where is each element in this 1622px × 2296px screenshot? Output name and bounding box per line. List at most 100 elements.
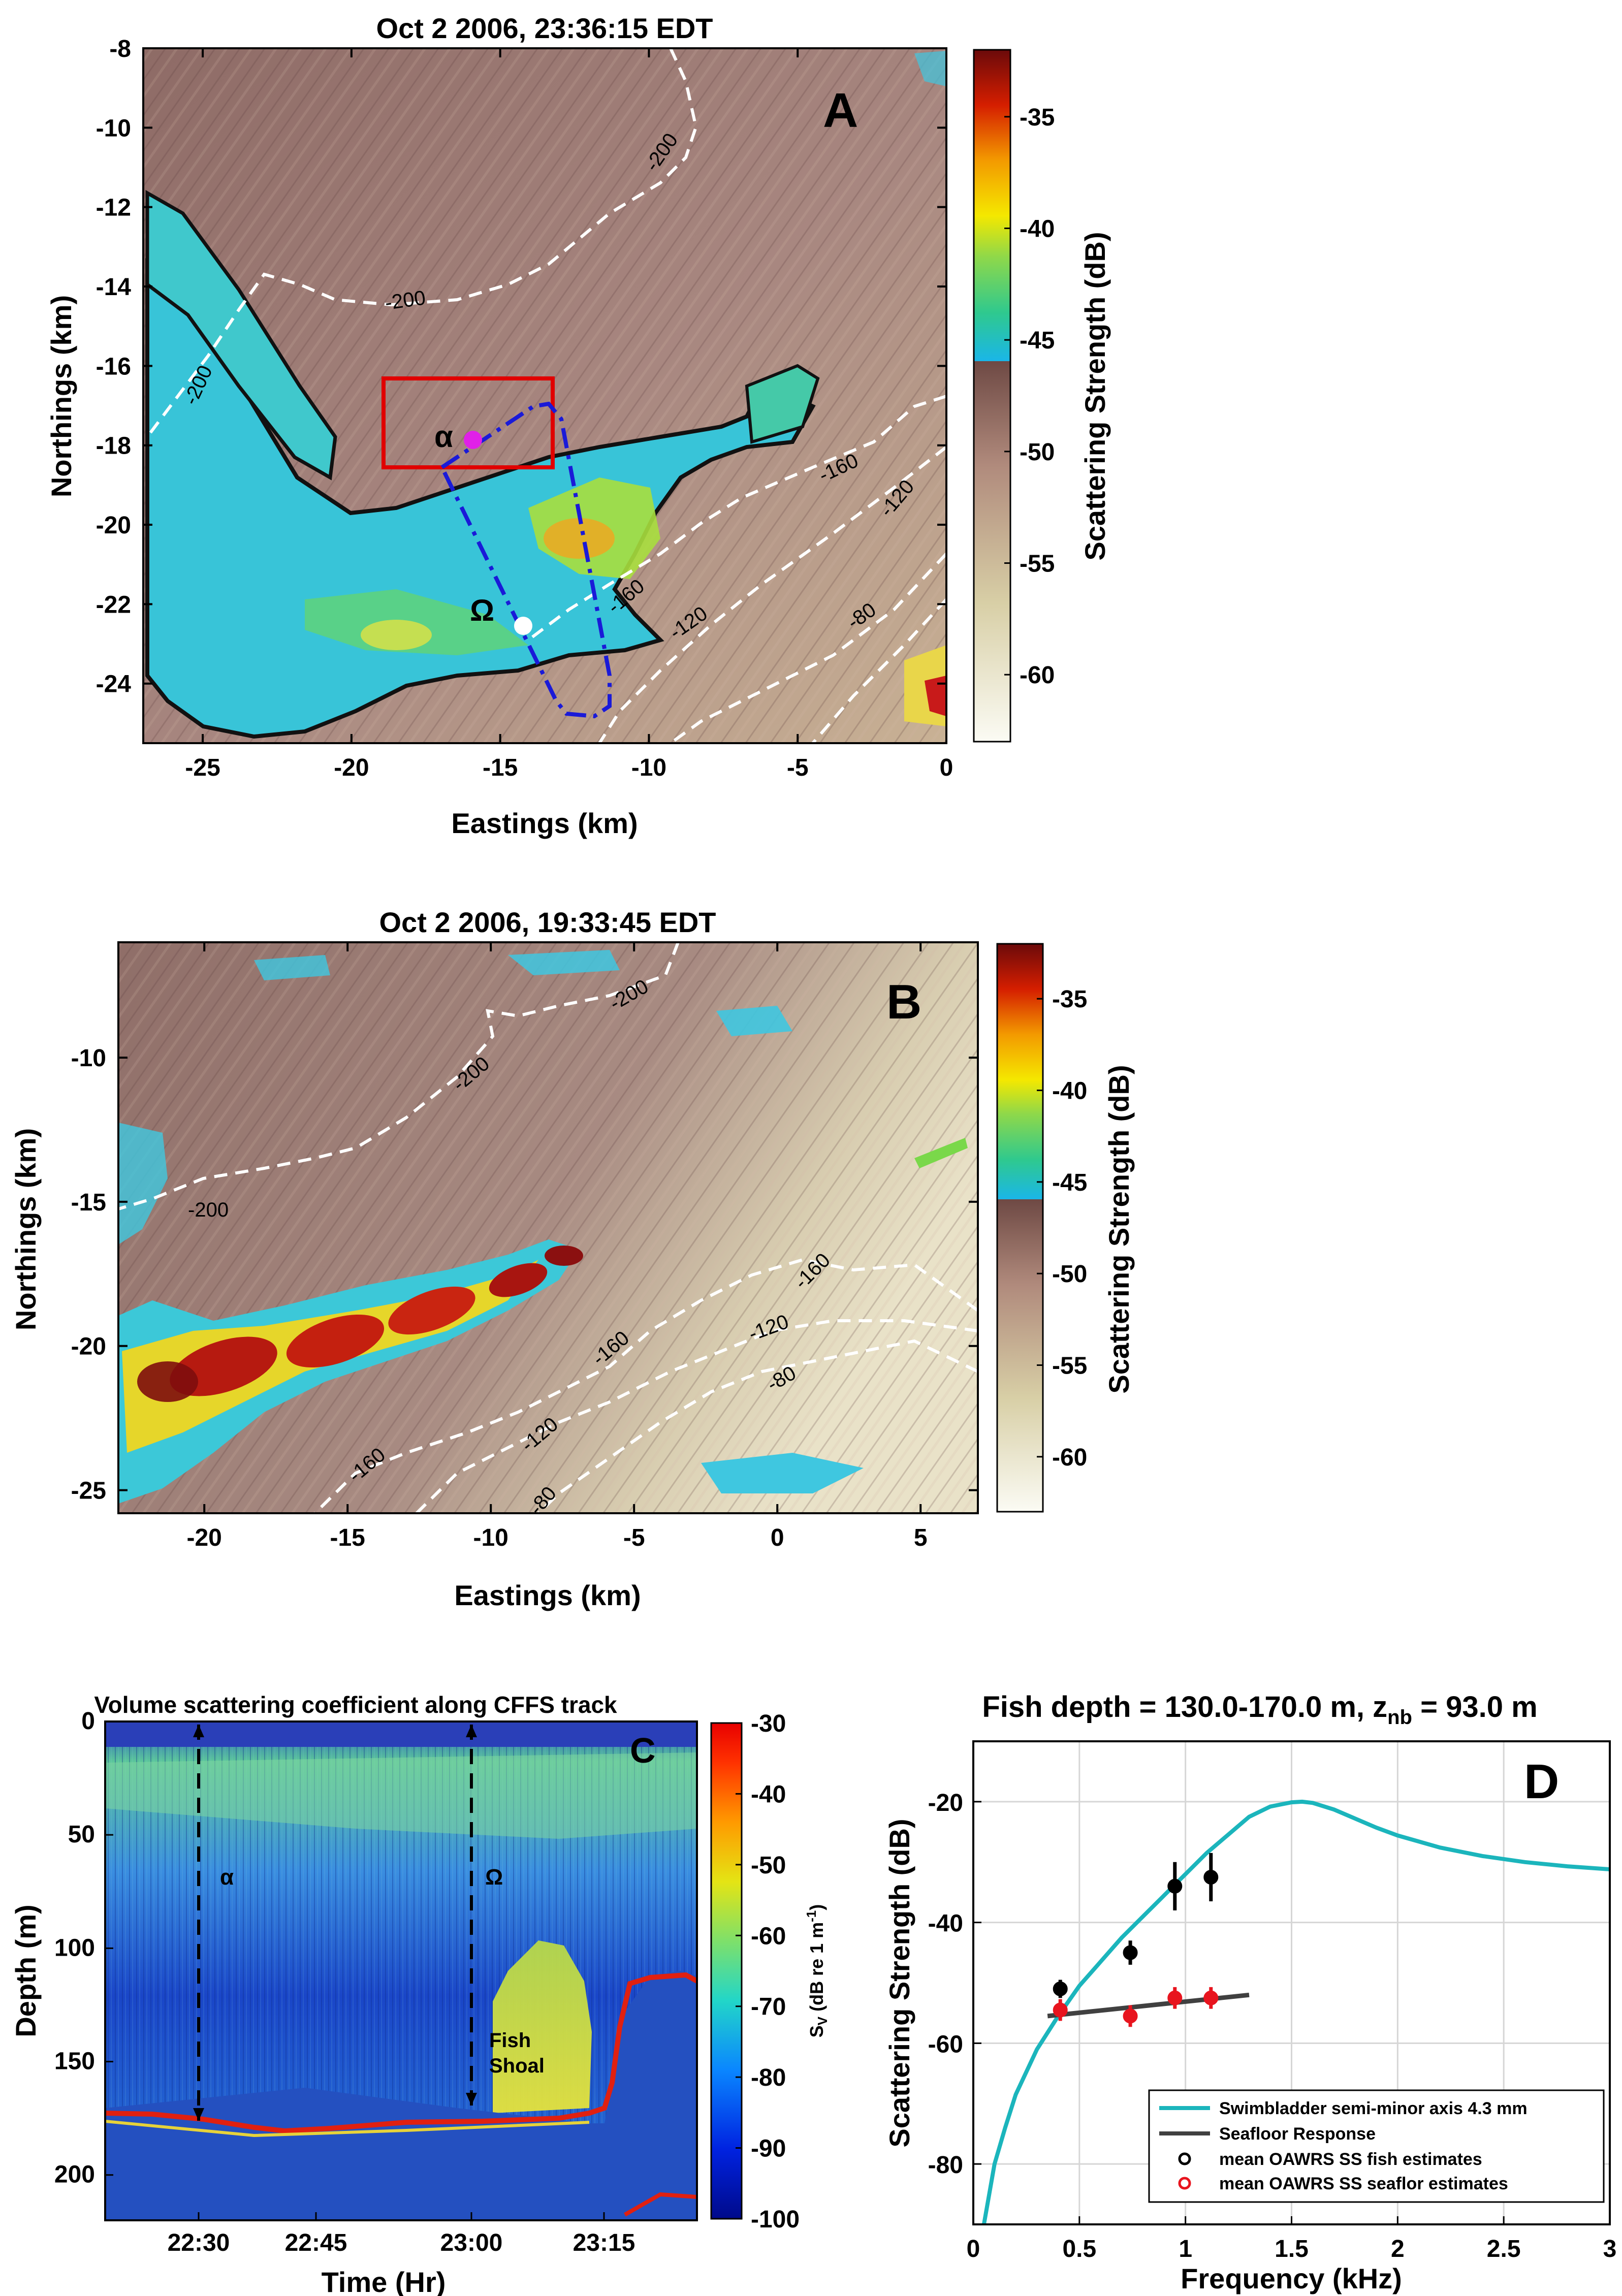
x-tick-label: 23:15 bbox=[573, 2229, 635, 2256]
panel-d-ylabel: Scattering Strength (dB) bbox=[883, 1819, 915, 2147]
data-point bbox=[1167, 1878, 1183, 1894]
panel-c-colorbar-ticks: -100 -90 -80 -70 -60 -50 -40 -30 bbox=[736, 1710, 800, 2233]
x-tick-label: 2.5 bbox=[1487, 2236, 1521, 2262]
shoal-blob bbox=[388, 1286, 475, 1335]
panel-a-colorbar-ticks: -35 -40 -45 -50 -55 -60 bbox=[1004, 104, 1055, 689]
x-tick-label: -10 bbox=[473, 1524, 508, 1551]
y-tick-label: 200 bbox=[54, 2161, 95, 2188]
x-tick-label: -15 bbox=[483, 754, 518, 781]
colorbar-tick-label: -55 bbox=[1020, 551, 1055, 578]
x-tick-label: 2 bbox=[1391, 2236, 1405, 2262]
x-tick-label: 0 bbox=[940, 754, 953, 781]
colorbar-tick-label: -45 bbox=[1020, 327, 1055, 354]
data-point bbox=[1203, 1869, 1219, 1885]
x-tick-label: -25 bbox=[185, 754, 220, 781]
panel-a-map: -200 -200 -200 -160 -120 -120 -80 -160 α… bbox=[143, 48, 946, 743]
x-tick-label: 0.5 bbox=[1062, 2236, 1096, 2262]
colorbar-tick-label: -50 bbox=[1052, 1261, 1087, 1288]
colorbar-tick-label: -60 bbox=[1020, 662, 1055, 689]
y-tick-label: -40 bbox=[928, 1910, 963, 1937]
y-tick-label: -14 bbox=[96, 274, 132, 301]
colorbar-tick-label: -45 bbox=[1052, 1169, 1087, 1196]
panel-c-colorbar-label: SV (dB re 1 m-1) bbox=[804, 1904, 830, 2038]
colorbar-tick-label: -35 bbox=[1020, 104, 1055, 131]
data-point bbox=[1123, 2008, 1138, 2024]
panel-a-colorbar-label: Scattering Strength (dB) bbox=[1079, 232, 1111, 560]
panel-a: Oct 2 2006, 23:36:15 EDT -200 -200 -200 bbox=[45, 12, 1111, 839]
shoal-blob bbox=[286, 1314, 385, 1368]
y-tick-label: -10 bbox=[96, 115, 131, 142]
y-tick-label: 150 bbox=[54, 2048, 95, 2075]
omega-label: Ω bbox=[485, 1865, 503, 1890]
legend-entry: Swimbladder semi-minor axis 4.3 mm bbox=[1219, 2099, 1528, 2118]
alpha-box bbox=[381, 376, 555, 469]
panel-c-letter: C bbox=[630, 1731, 656, 1770]
y-tick-label: 0 bbox=[81, 1708, 95, 1735]
contour-line bbox=[146, 48, 698, 438]
x-tick-label: 0 bbox=[967, 2236, 980, 2262]
legend-entry: Seafloor Response bbox=[1219, 2124, 1376, 2144]
y-tick-label: -16 bbox=[96, 353, 131, 380]
y-tick-label: -24 bbox=[96, 671, 132, 698]
panel-d-legend: Swimbladder semi-minor axis 4.3 mm Seafl… bbox=[1148, 2089, 1605, 2203]
panel-b-colorbar bbox=[996, 943, 1044, 1513]
x-tick-label: -5 bbox=[787, 754, 809, 781]
alpha-marker bbox=[464, 431, 482, 449]
colorbar-tick-label: -80 bbox=[751, 2064, 786, 2091]
y-tick-label: -60 bbox=[928, 2031, 963, 2058]
panel-b-axes: -20 -15 -10 -5 0 5 -25 -20 -15 -10 bbox=[71, 942, 978, 1551]
panel-d-xlabel: Frequency (kHz) bbox=[1181, 2262, 1402, 2294]
panel-c-xlabel: Time (Hr) bbox=[322, 2266, 446, 2296]
y-tick-label: -20 bbox=[928, 1790, 963, 1816]
x-tick-label: 23:00 bbox=[440, 2229, 503, 2256]
panel-c-ylabel: Depth (m) bbox=[10, 1904, 42, 2037]
panel-c-echogram: α Ω Fish Shoal C bbox=[105, 1721, 697, 2220]
panel-c-colorbar bbox=[710, 1722, 743, 2220]
panel-b-frame bbox=[117, 941, 979, 1514]
legend-swatch-marker bbox=[1178, 2177, 1191, 2190]
y-tick-label: -12 bbox=[96, 195, 131, 221]
panel-a-ylabel: Northings (km) bbox=[45, 295, 77, 497]
contour-line bbox=[598, 445, 946, 743]
x-tick-label: 5 bbox=[914, 1524, 928, 1551]
contour-line bbox=[537, 1339, 978, 1513]
omega-label: Ω bbox=[470, 593, 494, 627]
contour-line bbox=[313, 1258, 978, 1513]
y-tick-label: -20 bbox=[71, 1333, 106, 1360]
x-tick-label: 1.5 bbox=[1275, 2236, 1309, 2262]
fish-shoal-label: Fish bbox=[489, 2029, 531, 2052]
y-tick-label: -80 bbox=[928, 2152, 963, 2179]
x-tick-label: -5 bbox=[623, 1524, 645, 1551]
data-point bbox=[1053, 1981, 1068, 1996]
panel-d: Fish depth = 130.0-170.0 m, znb = 93.0 m… bbox=[883, 1691, 1616, 2294]
contour-line bbox=[811, 598, 946, 743]
panel-c-frame bbox=[104, 1720, 698, 2221]
panel-a-xlabel: Eastings (km) bbox=[451, 807, 638, 839]
legend-entry: mean OAWRS SS fish estimates bbox=[1219, 2150, 1482, 2169]
y-tick-label: -18 bbox=[96, 433, 131, 460]
panel-d-axes: 0 0.5 1 1.5 2 2.5 3 -20 -40 -60 -80 bbox=[928, 1790, 1617, 2262]
legend-entry: mean OAWRS SS seaflor estimates bbox=[1219, 2174, 1508, 2193]
omega-marker bbox=[514, 617, 532, 635]
contour-line bbox=[118, 942, 680, 1210]
shoal-blob bbox=[545, 1246, 583, 1266]
x-tick-label: 0 bbox=[771, 1524, 784, 1551]
colorbar-tick-label: -60 bbox=[1052, 1444, 1087, 1471]
panel-d-plot bbox=[981, 1799, 1610, 2224]
colorbar-tick-label: -100 bbox=[751, 2206, 800, 2233]
y-tick-label: -8 bbox=[109, 36, 131, 62]
y-tick-label: -20 bbox=[96, 512, 131, 539]
series-line bbox=[981, 1799, 1610, 2224]
seafloor-echo-line bbox=[105, 1972, 697, 2134]
colorbar-tick-label: -50 bbox=[1020, 439, 1055, 466]
panel-c-title: Volume scattering coefficient along CFFS… bbox=[94, 1692, 617, 1718]
contour-line bbox=[527, 395, 946, 642]
x-tick-label: 3 bbox=[1603, 2236, 1617, 2262]
panel-b-xlabel: Eastings (km) bbox=[454, 1579, 641, 1611]
panel-d-letter: D bbox=[1524, 1755, 1559, 1809]
data-point bbox=[1167, 1990, 1183, 2005]
colorbar-tick-label: -70 bbox=[751, 1994, 786, 2021]
contour-label: -200 bbox=[188, 1199, 229, 1221]
panel-b-title: Oct 2 2006, 19:33:45 EDT bbox=[379, 906, 716, 938]
panel-a-letter: A bbox=[823, 83, 858, 138]
